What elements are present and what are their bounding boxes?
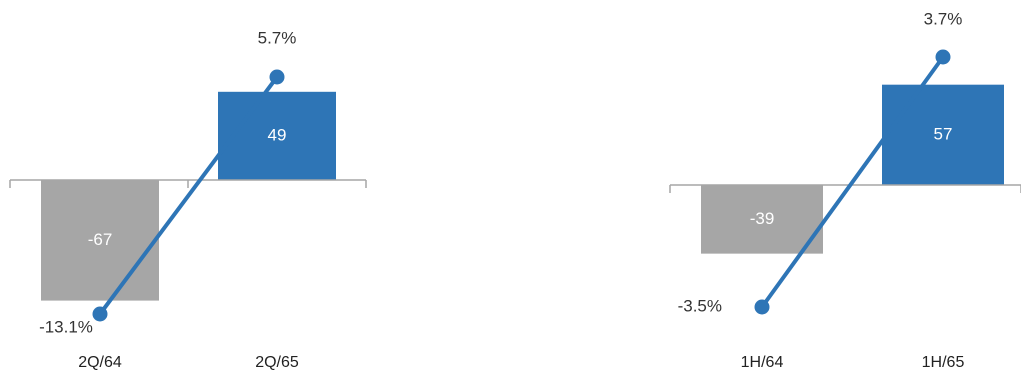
growth-point	[92, 306, 108, 322]
bar-2q-64	[41, 180, 159, 301]
growth-point-label: 5.7%	[258, 28, 297, 47]
chart-left: -67 49 -13.1% 5.7% 2Q/64 2Q/65	[9, 28, 367, 371]
category-label: 2Q/64	[78, 354, 122, 371]
growth-point	[269, 69, 285, 85]
category-label: 1H/65	[922, 354, 965, 371]
category-label: 2Q/65	[255, 354, 299, 371]
bar-value-label: -67	[88, 230, 113, 249]
growth-point-label: -13.1%	[39, 317, 93, 336]
growth-point	[754, 299, 770, 315]
chart-right: -39 57 -3.5% 3.7% 1H/64 1H/65	[669, 9, 1021, 371]
bar-value-label: 57	[934, 124, 953, 143]
bar-value-label: -39	[750, 209, 775, 228]
growth-line	[98, 75, 279, 316]
bar-1h-65	[882, 84, 1004, 185]
bar-1h-64	[701, 185, 823, 254]
category-label: 1H/64	[741, 354, 784, 371]
growth-point	[935, 49, 951, 65]
growth-line	[760, 55, 945, 309]
bar-2q-65	[218, 91, 336, 180]
bar-value-label: 49	[268, 125, 287, 144]
growth-point-label: -3.5%	[678, 296, 722, 315]
growth-point-label: 3.7%	[924, 9, 963, 28]
